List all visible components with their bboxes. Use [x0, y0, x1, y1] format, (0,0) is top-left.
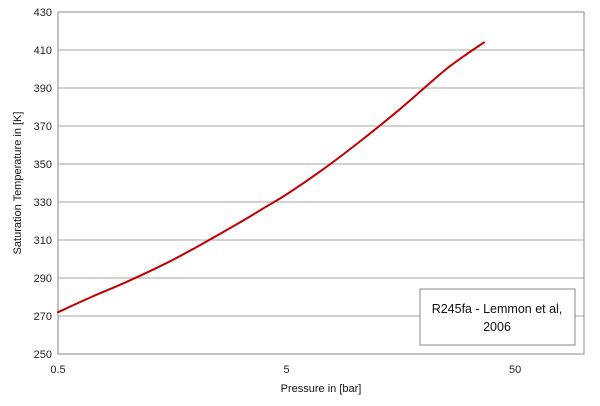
x-tick-label: 50	[509, 364, 521, 376]
y-axis-tick-labels: 250 270 290 310 330 350 370 390 410 430	[34, 7, 52, 361]
x-axis-title: Pressure in [bar]	[281, 383, 362, 395]
y-tick-label: 430	[34, 7, 52, 19]
y-tick-label: 250	[34, 349, 52, 361]
legend-line-2: 2006	[483, 320, 511, 334]
y-tick-label: 350	[34, 159, 52, 171]
y-tick-label: 270	[34, 311, 52, 323]
gridlines	[58, 49, 584, 317]
y-tick-label: 390	[34, 83, 52, 95]
x-tick-label: 0.5	[50, 364, 65, 376]
series-lines	[57, 41, 485, 314]
x-tick-label: 5	[284, 364, 290, 376]
legend-box	[419, 288, 576, 346]
y-tick-label: 410	[34, 45, 52, 57]
y-tick-label: 310	[34, 235, 52, 247]
plot-area-frame	[57, 11, 585, 355]
x-axis-tick-labels: 0.5 5 50	[50, 364, 521, 376]
saturation-curve-line	[57, 41, 485, 314]
y-axis-title: Saturation Temperature in [K]	[12, 112, 24, 255]
y-tick-label: 370	[34, 121, 52, 133]
y-tick-label: 330	[34, 197, 52, 209]
y-tick-label: 290	[34, 273, 52, 285]
legend-line-1: R245fa - Lemmon et al,	[432, 302, 563, 316]
legend: R245fa - Lemmon et al, 2006	[419, 288, 576, 346]
